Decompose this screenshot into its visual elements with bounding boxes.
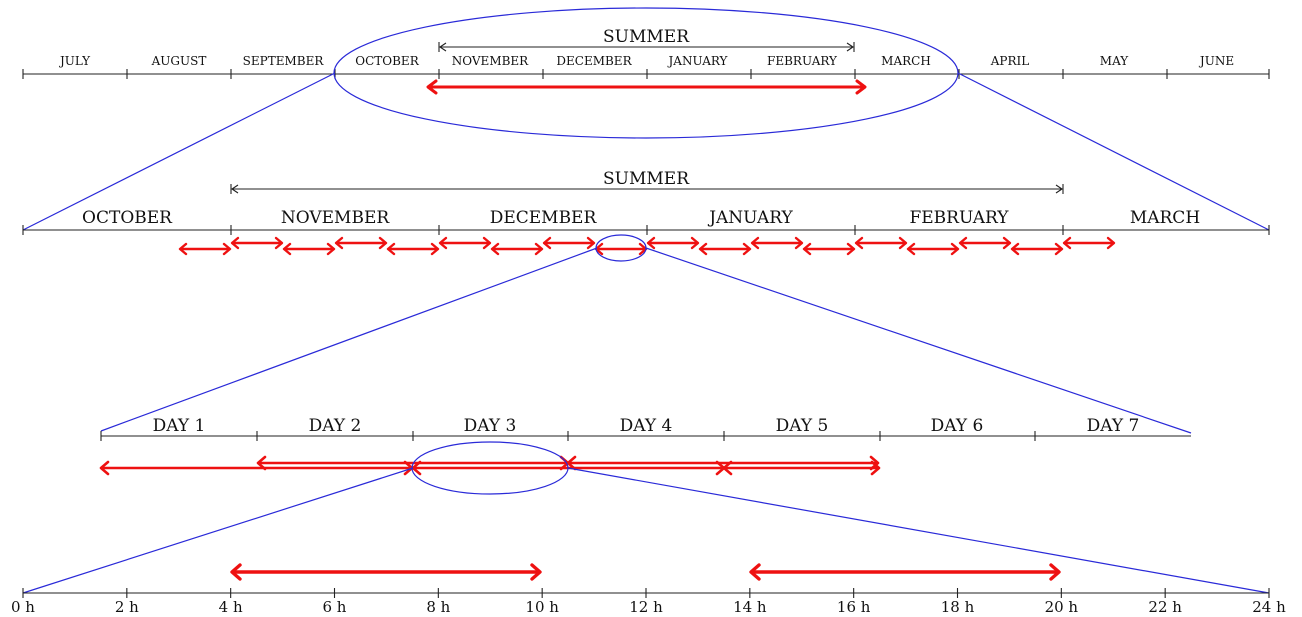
weekly-arrow: [490, 242, 544, 256]
month-label-november: NOVEMBER: [452, 54, 529, 68]
weekly-arrow: [750, 236, 804, 250]
month-label-september: SEPTEMBER: [243, 54, 325, 68]
month-label-july: JULY: [58, 54, 91, 68]
weekly-arrow: [386, 242, 440, 256]
daily-arrow: [722, 460, 881, 476]
month-label-november: NOVEMBER: [281, 208, 391, 228]
month-label-october: OCTOBER: [355, 54, 419, 68]
month-label-january: JANUARY: [707, 208, 793, 228]
month-label-december: DECEMBER: [490, 208, 598, 228]
summer-bracket-arrowhead: [1055, 184, 1063, 194]
hour-tick-label: 4 h: [219, 598, 243, 616]
weekly-arrow: [854, 236, 908, 250]
row-year: JULY AUGUST SEPTEMBER OCTOBER NOVEMBER D…: [22, 7, 1270, 139]
summer-bracket-arrowhead: [439, 42, 447, 52]
weekly-arrows: [178, 236, 1116, 256]
hour-span-arrow: [749, 563, 1061, 581]
summer-bracket-arrowhead: [846, 42, 854, 52]
summer-label: SUMMER: [603, 169, 690, 189]
hour-tick-label: 0 h: [11, 598, 35, 616]
hour-tick-label: 8 h: [426, 598, 450, 616]
month-label-february: FEBRUARY: [909, 208, 1009, 228]
hour-span-arrow: [230, 563, 542, 581]
hour-tick-label: 14 h: [733, 598, 767, 616]
hour-tick-label: 16 h: [837, 598, 871, 616]
hour-tick-label: 10 h: [525, 598, 559, 616]
weekly-arrow: [646, 236, 700, 250]
row-months: OCTOBER NOVEMBER DECEMBER JANUARY FEBRUA…: [22, 169, 1270, 262]
zoom-connector: [22, 72, 336, 231]
row-days: DAY 1 DAY 2 DAY 3 DAY 4 DAY 5 DAY 6 DAY …: [99, 416, 1191, 495]
month-label-may: MAY: [1100, 54, 1129, 68]
row-hours: 0 h 2 h 4 h 6 h 8 h 10 h 12 h 14 h 16 h 18 h 20 h 2…: [11, 563, 1286, 616]
weekly-arrow: [802, 242, 856, 256]
month-label-february: FEBRUARY: [767, 54, 838, 68]
hour-tick-label: 12 h: [629, 598, 663, 616]
red-span-arrow: [426, 79, 867, 95]
weekly-arrow: [542, 236, 596, 250]
day-label-7: DAY 7: [1087, 416, 1140, 436]
hour-ticks: 0 h 2 h 4 h 6 h 8 h 10 h 12 h 14 h 16 h 18 h 20 h 2…: [11, 588, 1286, 616]
day-label-3: DAY 3: [464, 416, 517, 436]
zoom-connector: [957, 72, 1270, 231]
weekly-arrow: [594, 242, 648, 256]
month-label-april: APRIL: [990, 54, 1030, 68]
day-label-5: DAY 5: [776, 416, 829, 436]
weekly-arrow: [958, 236, 1012, 250]
day-label-2: DAY 2: [309, 416, 362, 436]
month-label-december: DECEMBER: [556, 54, 632, 68]
summer-bracket-arrowhead: [231, 184, 239, 194]
weekly-arrow: [282, 242, 336, 256]
weekly-arrow: [1010, 242, 1064, 256]
weekly-arrow: [698, 242, 752, 256]
hour-tick-label: 22 h: [1148, 598, 1182, 616]
month-label-june: JUNE: [1198, 54, 1234, 68]
hour-tick-label: 2 h: [115, 598, 139, 616]
day-label-6: DAY 6: [931, 416, 984, 436]
zoom-connector: [22, 467, 414, 594]
month-label-january: JANUARY: [667, 54, 729, 68]
hour-tick-label: 24 h: [1252, 598, 1286, 616]
day-label-1: DAY 1: [153, 416, 206, 436]
weekly-arrow: [230, 236, 284, 250]
hour-tick-label: 18 h: [941, 598, 975, 616]
hour-tick-label: 6 h: [323, 598, 347, 616]
hour-tick-label: 20 h: [1045, 598, 1079, 616]
weekly-arrow: [906, 242, 960, 256]
weekly-arrow: [334, 236, 388, 250]
month-label-october: OCTOBER: [82, 208, 173, 228]
weekly-arrow: [178, 242, 232, 256]
weekly-arrow: [1062, 236, 1116, 250]
zoom-connector: [567, 467, 1270, 594]
zoom-connector: [100, 247, 598, 432]
month-label-march: MARCH: [1130, 208, 1200, 228]
zoom-connector: [645, 247, 1192, 434]
day-label-4: DAY 4: [620, 416, 673, 436]
month-label-march: MARCH: [881, 54, 931, 68]
summer-label: SUMMER: [603, 27, 690, 47]
month-label-august: AUGUST: [151, 54, 207, 68]
weekly-arrow: [438, 236, 492, 250]
